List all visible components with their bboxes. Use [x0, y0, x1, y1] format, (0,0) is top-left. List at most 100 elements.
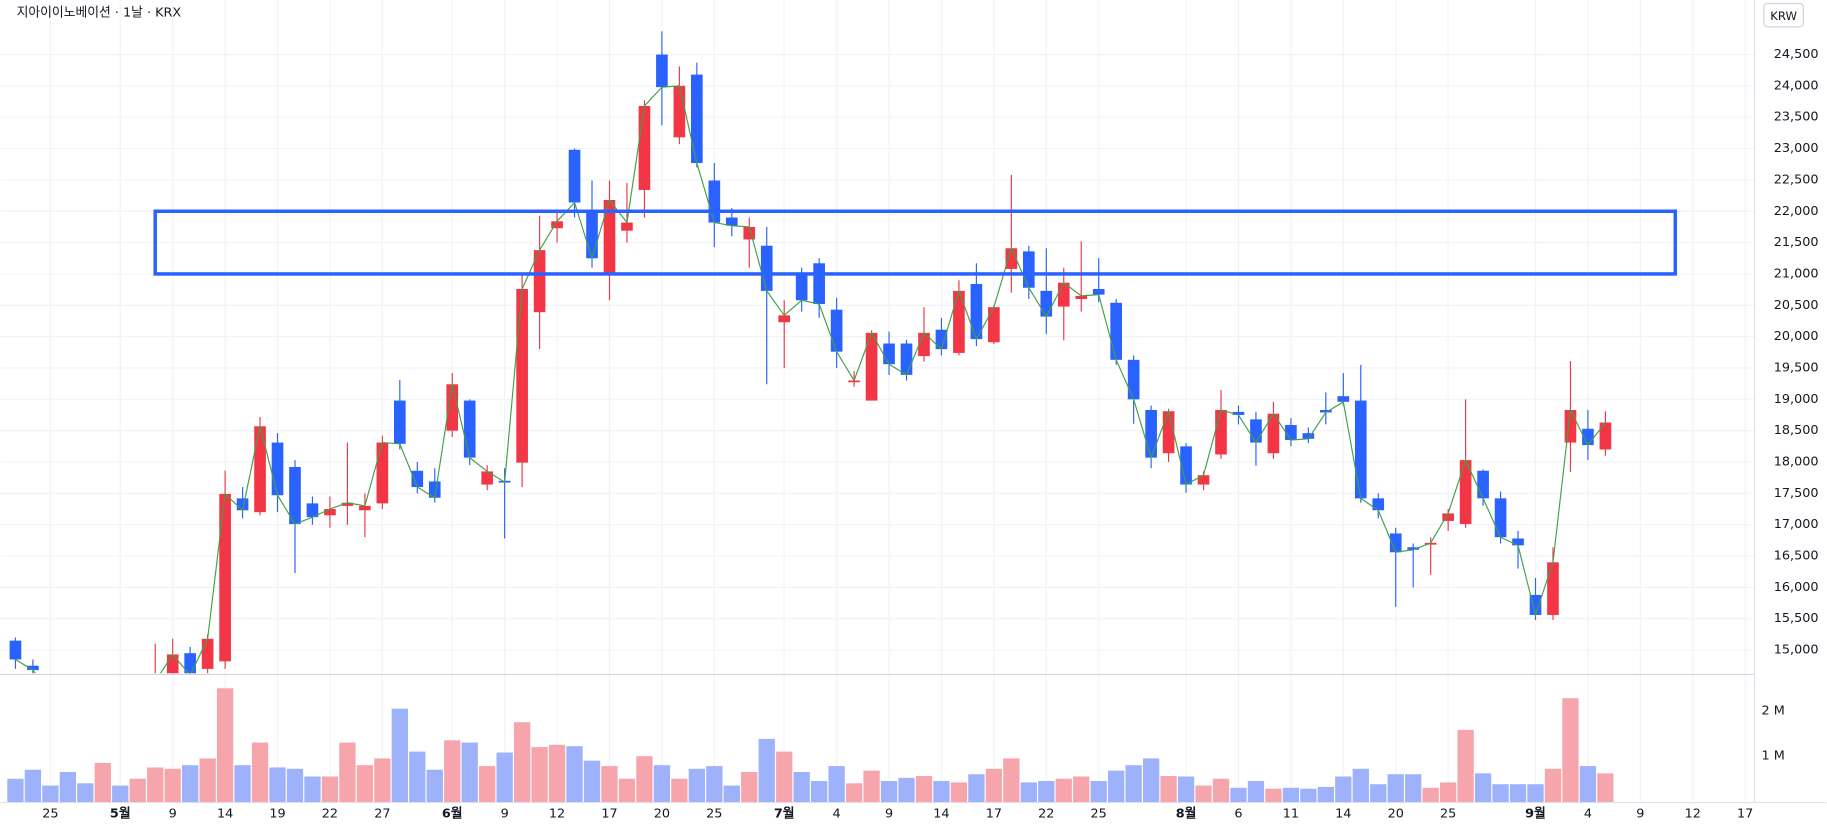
- candle-body: [1337, 396, 1350, 402]
- candle-body: [1040, 290, 1053, 317]
- volume-bar: [24, 769, 42, 803]
- volume-bar: [409, 751, 426, 803]
- candle-body: [988, 307, 1000, 343]
- volume-bar: [59, 771, 77, 803]
- x-tick-label: 12: [549, 807, 565, 822]
- candle-body: [271, 442, 284, 496]
- x-tick-label: 27: [374, 807, 390, 822]
- volume-bar: [1073, 776, 1090, 803]
- x-tick-label: 4: [1584, 807, 1592, 822]
- x-tick-label: 9월: [1525, 806, 1546, 822]
- volume-bar: [1195, 785, 1212, 803]
- volume-bar: [671, 778, 688, 803]
- volume-bar: [42, 785, 59, 803]
- candle-body: [760, 245, 773, 291]
- candle-body: [1250, 419, 1262, 443]
- volume-bar: [199, 758, 216, 803]
- volume-bar: [1247, 781, 1265, 803]
- x-tick-label: 5월: [110, 806, 131, 822]
- volume-bar: [810, 781, 828, 803]
- volume-bar: [583, 760, 601, 803]
- candle-body: [1529, 594, 1542, 615]
- candle-body: [1197, 475, 1210, 485]
- candle-body: [1162, 411, 1175, 454]
- volume-pane: [7, 688, 1614, 803]
- y-tick-label: 23,500: [1774, 110, 1819, 125]
- y-tick-label: 17,000: [1774, 517, 1819, 532]
- candle-body: [236, 498, 249, 511]
- candle-body: [1547, 562, 1559, 615]
- candle-body: [1477, 470, 1489, 499]
- candle-body: [1459, 460, 1472, 525]
- volume-bar: [933, 781, 950, 803]
- candle-body: [533, 250, 546, 313]
- volume-bar: [898, 777, 915, 803]
- volume-bar: [77, 783, 94, 803]
- candle-body: [324, 509, 336, 516]
- volume-bar: [304, 776, 321, 803]
- volume-bar: [880, 781, 898, 803]
- candle-body: [970, 283, 983, 340]
- candle-body: [516, 288, 528, 463]
- candle-body: [1127, 359, 1140, 400]
- volume-bar: [1579, 766, 1597, 803]
- volume-bar: [1562, 698, 1579, 803]
- candle-body: [900, 343, 913, 375]
- y-tick-label: 24,000: [1774, 78, 1819, 93]
- volume-bar: [1160, 776, 1177, 803]
- candle-body: [551, 221, 563, 229]
- candle-body: [1512, 538, 1524, 546]
- volume-bar: [356, 765, 374, 803]
- x-tick-label: 6월: [442, 806, 463, 822]
- volume-bar: [1597, 773, 1614, 803]
- candle-body: [254, 426, 266, 513]
- y-tick-label: 24,500: [1774, 47, 1819, 62]
- volume-bar: [496, 752, 513, 803]
- candle-body: [743, 226, 756, 240]
- candle-body: [673, 85, 686, 138]
- volume-bar: [234, 765, 251, 803]
- candle-body: [621, 222, 633, 231]
- candle-body: [1389, 533, 1402, 553]
- volume-bar: [688, 768, 705, 803]
- candle-body: [883, 343, 895, 365]
- candle-body: [1075, 295, 1088, 300]
- y-tick-label: 23,000: [1774, 141, 1819, 156]
- candle-body: [1494, 498, 1507, 538]
- volume-bar: [531, 747, 548, 803]
- x-tick-label: 25: [1440, 807, 1456, 822]
- volume-bar: [601, 766, 618, 803]
- volume-bar: [1282, 787, 1300, 803]
- volume-bar: [444, 740, 461, 803]
- volume-bar: [1370, 784, 1387, 803]
- candle-body: [1599, 422, 1612, 450]
- x-tick-label: 19: [269, 807, 285, 822]
- candle-body: [9, 640, 22, 660]
- volume-bar: [950, 782, 968, 803]
- volume-bar: [1317, 786, 1334, 803]
- candle-body: [1302, 433, 1315, 439]
- x-tick-label: 4: [833, 807, 841, 822]
- candle-body: [1285, 425, 1297, 441]
- y-tick-label: 16,000: [1774, 580, 1819, 595]
- x-tick-label: 17: [1737, 807, 1753, 822]
- x-tick-label: 22: [1038, 807, 1054, 822]
- candle-body: [1180, 446, 1192, 485]
- currency-badge[interactable]: [1763, 2, 1804, 28]
- volume-bar: [1405, 774, 1422, 803]
- candle-body: [638, 105, 651, 190]
- volume-bar: [793, 771, 810, 803]
- volume-bar: [286, 768, 304, 803]
- volume-bar: [1544, 768, 1562, 803]
- candle-body: [1215, 409, 1227, 455]
- candle-body: [1354, 400, 1367, 499]
- candle-body: [1022, 251, 1035, 288]
- y-tick-label: 18,500: [1774, 423, 1819, 438]
- candle-body: [1564, 409, 1577, 443]
- candle-body: [586, 210, 598, 259]
- x-tick-label: 9: [1636, 807, 1644, 822]
- candle-body: [393, 400, 406, 444]
- candle-body: [1057, 282, 1070, 307]
- y-tick-label: 22,500: [1774, 172, 1819, 187]
